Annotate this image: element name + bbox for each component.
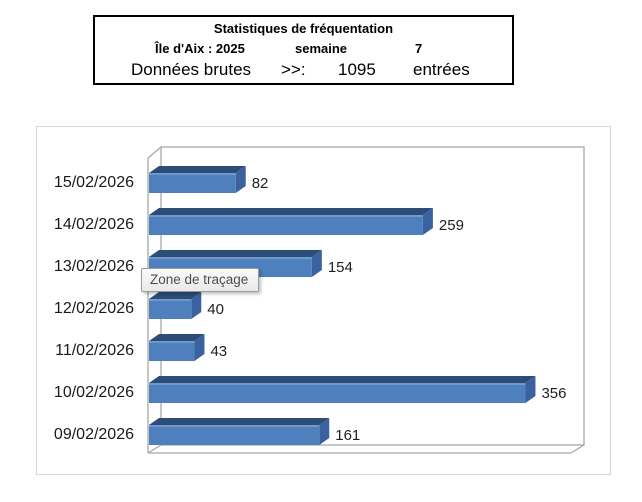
plot-area-tooltip: Zone de traçage: [141, 268, 259, 292]
bar-top-face: [149, 208, 433, 215]
value-label: 43: [210, 343, 227, 360]
bar-side-face: [319, 418, 330, 445]
bar-10/02/2026[interactable]: 356: [149, 376, 567, 403]
bar-side-face: [311, 250, 322, 277]
category-label: 12/02/2026: [53, 300, 134, 317]
bar-top-face: [149, 418, 330, 425]
category-label: 13/02/2026: [53, 258, 134, 275]
value-label: 154: [328, 259, 353, 276]
bar-side-face: [235, 166, 246, 193]
bar-11/02/2026[interactable]: 43: [149, 334, 227, 361]
value-label: 40: [207, 301, 224, 318]
value-label: 356: [541, 385, 566, 402]
bar-side-face: [525, 376, 536, 403]
bar-top-face: [149, 334, 205, 341]
raw-data-label: Données brutes: [131, 60, 252, 79]
header-line3: Données brutes >>: 1095 entrées: [95, 60, 512, 80]
bar-12/02/2026[interactable]: 40: [149, 292, 224, 319]
header-place-year: Île d'Aix : 2025: [155, 41, 245, 56]
category-label: 15/02/2026: [53, 174, 134, 191]
entries-count: 1095: [338, 60, 376, 79]
header-week-label: semaine: [295, 41, 348, 56]
bar-15/02/2026[interactable]: 82: [149, 166, 268, 193]
bar-front-face: [149, 215, 423, 235]
value-label: 161: [335, 427, 360, 444]
axis-frame-line: [147, 444, 162, 454]
bar-front-face: [149, 383, 526, 403]
bar-09/02/2026[interactable]: 161: [149, 418, 360, 445]
bar-front-face: [149, 425, 320, 445]
category-label: 09/02/2026: [53, 426, 134, 443]
bar-front-face: [149, 299, 192, 319]
bar-side-face: [191, 292, 202, 319]
bar-top-face: [149, 292, 202, 299]
bar-side-face: [194, 334, 205, 361]
header-line2: Île d'Aix : 2025 semaine 7: [95, 41, 512, 57]
bar-front-face: [149, 173, 236, 193]
bar-front-face: [149, 341, 195, 361]
chart-area[interactable]: 82 259 154 40 43 356 161 15/02/2026 14/02/2026 1…: [36, 126, 611, 475]
bar-14/02/2026[interactable]: 259: [149, 208, 464, 235]
axis-frame-line: [147, 146, 162, 159]
bar-side-face: [422, 208, 433, 235]
bar-top-face: [149, 376, 536, 383]
category-label: 11/02/2026: [55, 342, 134, 359]
category-label: 10/02/2026: [53, 384, 134, 401]
axis-frame-line: [570, 444, 585, 454]
value-label: 82: [252, 175, 269, 192]
header-week-number: 7: [415, 41, 423, 56]
category-label: 14/02/2026: [53, 216, 134, 233]
stats-header-box[interactable]: Statistiques de fréquentation Île d'Aix …: [93, 15, 514, 85]
bar-top-face: [149, 250, 322, 257]
arrows-separator: >>:: [281, 60, 306, 79]
value-label: 259: [439, 217, 464, 234]
entries-unit: entrées: [413, 60, 470, 79]
header-title: Statistiques de fréquentation: [213, 21, 394, 36]
bar-top-face: [149, 166, 246, 173]
